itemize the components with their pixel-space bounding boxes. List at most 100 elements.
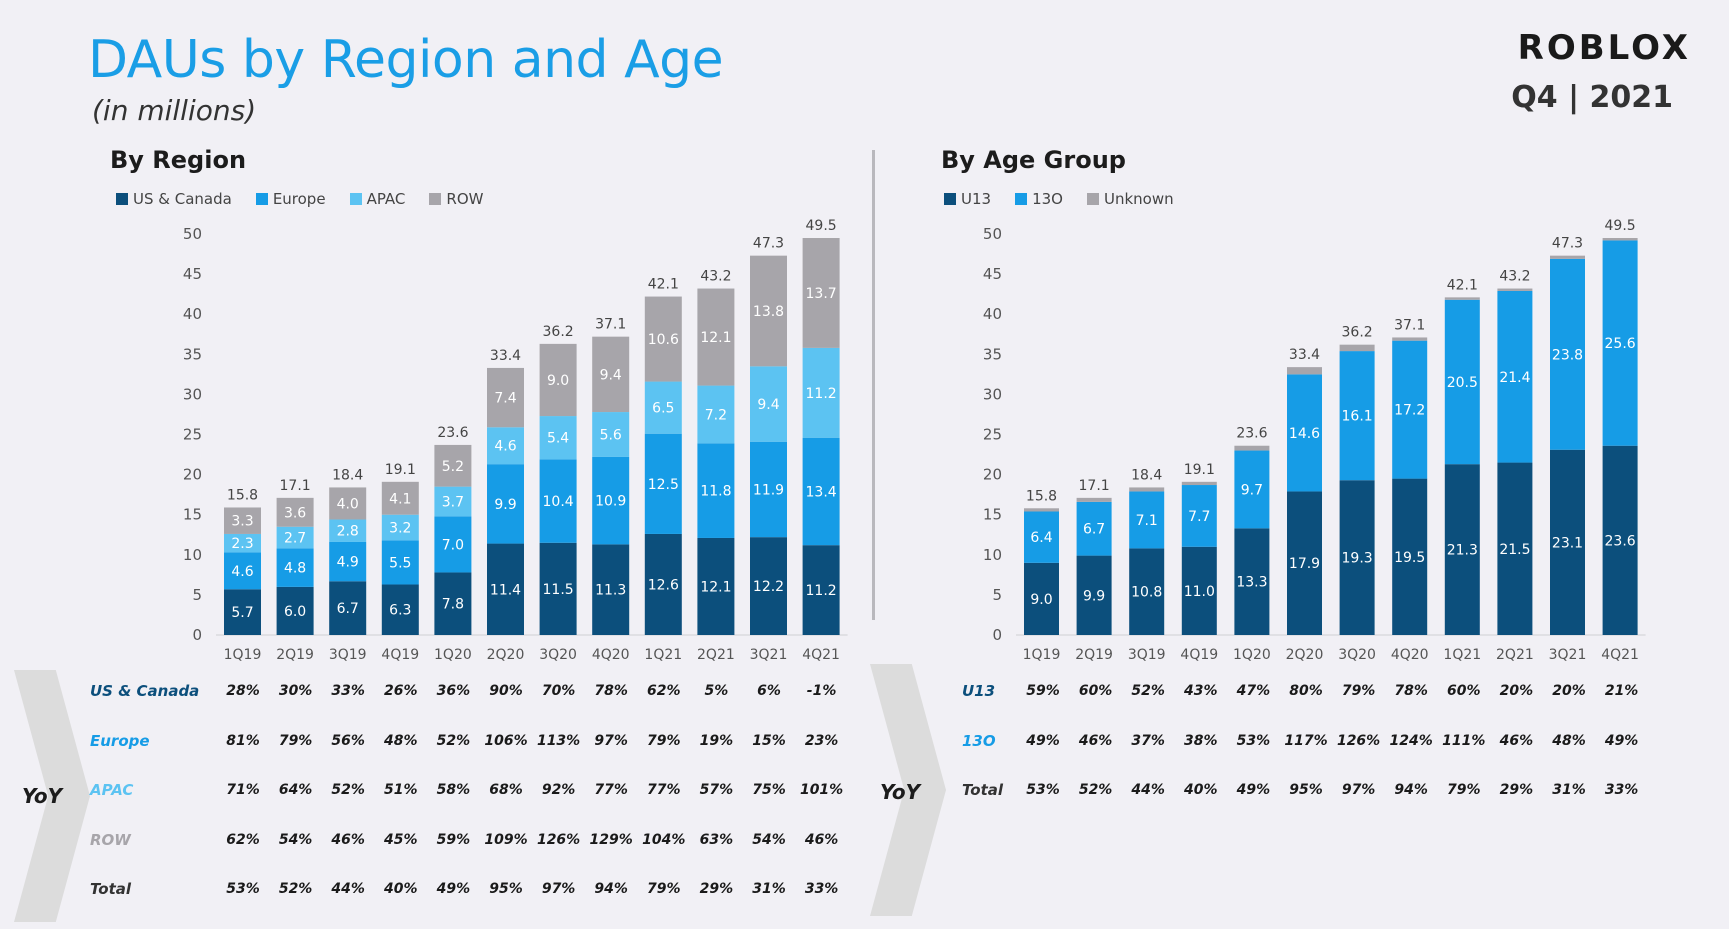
data-label-row: 13.7 — [806, 286, 837, 302]
legend-label: US & Canada — [133, 190, 232, 208]
region-yoy-cell: 5% — [704, 683, 729, 699]
age-legend: U13 13O Unknown — [944, 190, 1174, 208]
total-label: 36.2 — [1342, 325, 1373, 341]
region-yoy-cell: 101% — [799, 782, 844, 798]
region-legend-item-europe: Europe — [255, 190, 326, 208]
total-label: 37.1 — [1394, 317, 1425, 333]
y-tick-label: 50 — [983, 225, 1002, 243]
age-yoy-cell: 31% — [1552, 782, 1586, 798]
region-yoy-cell: -1% — [806, 683, 837, 699]
y-tick-label: 10 — [183, 546, 202, 564]
region-yoy-cell: 48% — [384, 732, 418, 749]
data-label-row: 9.0 — [547, 373, 569, 389]
bar-segment-us-canada — [592, 544, 630, 635]
data-label-us-canada: 6.7 — [337, 601, 359, 617]
legend-label: APAC — [366, 190, 406, 208]
bar-segment-us-canada — [697, 537, 735, 635]
region-yoy-cell: 46% — [804, 831, 839, 848]
y-tick-label: 45 — [983, 265, 1002, 283]
region-yoy-cell: 57% — [699, 782, 734, 798]
bar-segment-apac — [802, 347, 840, 438]
data-label-apac: 2.3 — [231, 536, 253, 552]
data-label-u13: 13.3 — [1236, 575, 1267, 591]
x-tick-label: 3Q19 — [329, 647, 367, 663]
bar-segment-u13 — [1550, 449, 1585, 635]
data-label-europe: 10.9 — [595, 494, 626, 510]
region-yoy-cell: 79% — [278, 732, 313, 749]
data-label-europe: 4.9 — [337, 555, 359, 571]
age-yoy-cell: 44% — [1131, 782, 1165, 798]
age-yoy-cell: 79% — [1341, 683, 1376, 699]
age-yoy-cell: 52% — [1078, 782, 1113, 798]
bar-segment-unknown — [1234, 445, 1270, 451]
data-label-apac: 11.2 — [806, 386, 837, 402]
y-tick-label: 15 — [983, 506, 1002, 524]
total-label: 37.1 — [595, 317, 626, 333]
bar-segment-u13 — [1076, 555, 1112, 635]
bar-segment-us-canada — [802, 545, 840, 635]
bar-segment-13o — [1602, 240, 1638, 446]
bar-segment-unknown — [1550, 255, 1585, 259]
region-yoy-cell: 78% — [594, 683, 628, 699]
region-yoy-cell: 77% — [647, 782, 681, 798]
bar-segment-u13 — [1129, 548, 1165, 635]
region-yoy-cell: 75% — [752, 782, 786, 798]
y-tick-label: 20 — [983, 466, 1002, 484]
age-yoy-cell: 20% — [1499, 683, 1534, 699]
data-label-row: 3.3 — [231, 514, 253, 530]
period-label: Q4 | 2021 — [1511, 80, 1673, 115]
data-label-apac: 3.7 — [442, 494, 464, 510]
age-yoy-cell: 29% — [1499, 782, 1534, 798]
region-yoy-cell: 70% — [541, 683, 576, 699]
y-tick-label: 5 — [192, 586, 202, 604]
bar-segment-europe — [487, 464, 524, 544]
age-yoy-cell: 46% — [1078, 732, 1113, 749]
data-label-row: 5.2 — [442, 459, 464, 475]
total-label: 17.1 — [1079, 478, 1110, 494]
region-yoy-cell: 71% — [226, 782, 260, 798]
region-yoy-cell: 104% — [642, 831, 686, 848]
x-tick-label: 1Q21 — [644, 647, 682, 663]
region-yoy-cell: 79% — [647, 881, 681, 897]
region-yoy-cell: 6% — [757, 683, 781, 699]
region-yoy-cell: 59% — [436, 831, 471, 848]
data-label-13o: 14.6 — [1289, 426, 1320, 442]
bar-segment-apac — [592, 412, 630, 457]
data-label-us-canada: 11.3 — [595, 583, 626, 599]
region-yoy-cell: 54% — [278, 831, 313, 848]
data-label-u13: 19.3 — [1342, 551, 1373, 567]
data-label-row: 12.1 — [700, 330, 731, 346]
total-label: 33.4 — [1289, 347, 1320, 363]
region-yoy-cell: 54% — [752, 831, 786, 848]
data-label-us-canada: 11.5 — [543, 582, 574, 598]
data-label-us-canada: 12.1 — [700, 579, 731, 595]
region-yoy-cell: 52% — [436, 732, 471, 749]
age-yoy-cell: 37% — [1131, 732, 1165, 749]
x-tick-label: 2Q19 — [276, 647, 314, 663]
bar-segment-us-canada — [644, 533, 682, 635]
y-tick-label: 30 — [983, 385, 1002, 403]
y-tick-label: 20 — [183, 466, 202, 484]
bar-segment-row — [644, 296, 682, 382]
panel-divider — [872, 150, 875, 620]
bar-segment-row — [381, 481, 419, 515]
region-yoy-cell: 33% — [804, 881, 839, 897]
x-tick-label: 2Q19 — [1075, 647, 1113, 663]
data-label-row: 9.4 — [600, 367, 622, 383]
data-label-europe: 7.0 — [442, 537, 464, 553]
age-yoy-cell: 33% — [1604, 782, 1639, 798]
data-label-europe: 11.8 — [700, 484, 731, 500]
legend-swatch — [116, 193, 128, 205]
bar-segment-europe — [697, 443, 735, 538]
data-label-13o: 7.1 — [1136, 513, 1158, 529]
region-yoy-cell: 46% — [331, 831, 365, 848]
data-label-us-canada: 7.8 — [442, 597, 464, 613]
bar-segment-europe — [434, 516, 472, 573]
region-yoy-cell: 63% — [699, 831, 734, 848]
bar-segment-u13 — [1181, 546, 1217, 635]
data-label-u13: 17.9 — [1289, 556, 1320, 572]
x-tick-label: 4Q19 — [1180, 647, 1218, 663]
data-label-row: 13.8 — [753, 304, 784, 320]
y-tick-label: 30 — [183, 385, 202, 403]
bar-segment-row — [224, 507, 261, 534]
